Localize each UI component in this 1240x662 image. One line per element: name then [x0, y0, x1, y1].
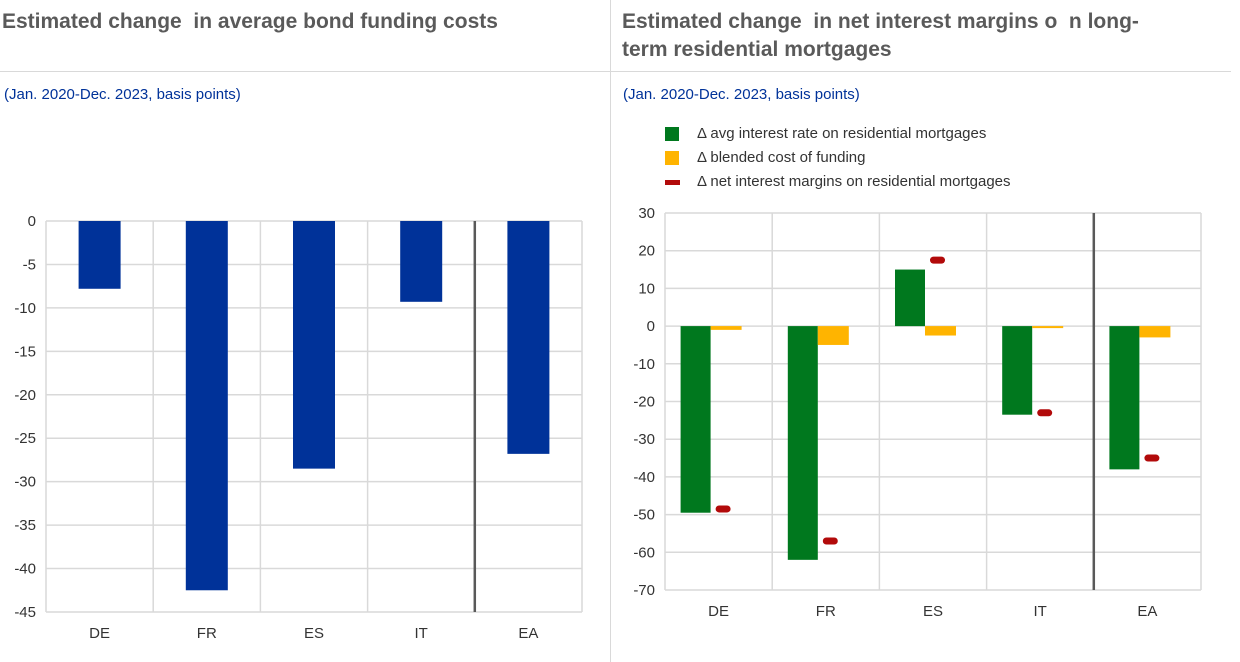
x-tick-label: IT — [415, 625, 428, 642]
x-tick-label: FR — [816, 603, 836, 620]
legend-swatch — [665, 180, 680, 185]
y-tick-label: -60 — [633, 544, 655, 561]
marker-nim-fr — [822, 537, 838, 545]
marker-nim-ea — [1144, 454, 1160, 462]
y-tick-label: -5 — [23, 256, 36, 273]
x-tick-label: IT — [1034, 603, 1047, 620]
marker-nim-de — [715, 505, 731, 513]
bar-mortgage-rate-es — [895, 269, 925, 327]
bar-mortgage-rate-it — [1002, 326, 1033, 415]
x-tick-label: ES — [923, 603, 943, 620]
legend-swatch — [665, 127, 679, 141]
chart-subtitle: (Jan. 2020-Dec. 2023, basis points) — [4, 86, 241, 103]
bond-funding-chart: 0 -5 -10 -15 -20 -25 -30 -35 -40 -45 DE FR ES IT EA — [14, 213, 583, 642]
bar-fr — [185, 221, 228, 591]
legend-label: Δ avg interest rate on residential mortg… — [697, 125, 987, 142]
y-tick-label: -30 — [633, 431, 655, 448]
bar-mortgage-rate-ea — [1109, 326, 1140, 470]
y-tick-label: -10 — [14, 300, 36, 317]
y-tick-label: -50 — [633, 507, 655, 524]
y-tick-label: -40 — [14, 561, 36, 578]
bar-funding-cost-es — [925, 326, 956, 336]
y-tick-label: -40 — [633, 469, 655, 486]
bar-funding-cost-fr — [817, 326, 849, 345]
bar-mortgage-rate-fr — [787, 326, 818, 560]
y-tick-label: -15 — [14, 343, 36, 360]
x-tick-label: FR — [197, 625, 217, 642]
marker-nim-it — [1037, 409, 1053, 417]
x-tick-label: EA — [1137, 603, 1157, 620]
y-tick-label: 10 — [638, 280, 655, 297]
legend-swatch — [665, 151, 679, 165]
bar-funding-cost-it — [1032, 326, 1064, 329]
chart-title: Estimated change in net interest margins… — [622, 10, 1139, 61]
x-tick-label: ES — [304, 625, 324, 642]
bar-ea — [507, 221, 550, 454]
bar-de — [78, 221, 121, 289]
bar-mortgage-rate-de — [680, 326, 711, 513]
right-chart-panel: Estimated change in net interest margins… — [610, 0, 1231, 662]
chart-title: Estimated change in average bond funding… — [2, 10, 498, 33]
y-tick-label: -20 — [633, 394, 655, 411]
y-tick-label: 0 — [28, 213, 36, 230]
divider — [611, 71, 1231, 72]
net-interest-margin-chart: 30 20 10 0 -10 -20 -30 -40 -50 -60 -70 DE FR ES IT EA — [633, 205, 1202, 620]
y-tick-label: 0 — [647, 318, 655, 335]
left-chart-panel: Estimated change in average bond funding… — [0, 0, 610, 662]
divider — [0, 71, 610, 72]
y-tick-label: 30 — [638, 205, 655, 222]
bar-it — [400, 221, 443, 302]
bar-funding-cost-ea — [1139, 326, 1171, 338]
y-tick-label: -20 — [14, 387, 36, 404]
x-tick-label: DE — [89, 625, 110, 642]
chart-subtitle: (Jan. 2020-Dec. 2023, basis points) — [623, 86, 860, 103]
y-tick-label: -25 — [14, 430, 36, 447]
y-tick-label: -10 — [633, 356, 655, 373]
marker-nim-es — [930, 256, 945, 264]
legend-label: Δ blended cost of funding — [697, 149, 866, 166]
legend-label: Δ net interest margins on residential mo… — [697, 173, 1011, 190]
y-tick-label: -30 — [14, 474, 36, 491]
y-tick-label: -35 — [14, 517, 36, 534]
y-tick-label: -70 — [633, 582, 655, 599]
bar-es — [293, 221, 335, 469]
bar-funding-cost-de — [710, 326, 742, 330]
x-tick-label: EA — [518, 625, 538, 642]
y-tick-label: 20 — [638, 243, 655, 260]
x-tick-label: DE — [708, 603, 729, 620]
y-tick-label: -45 — [14, 604, 36, 621]
